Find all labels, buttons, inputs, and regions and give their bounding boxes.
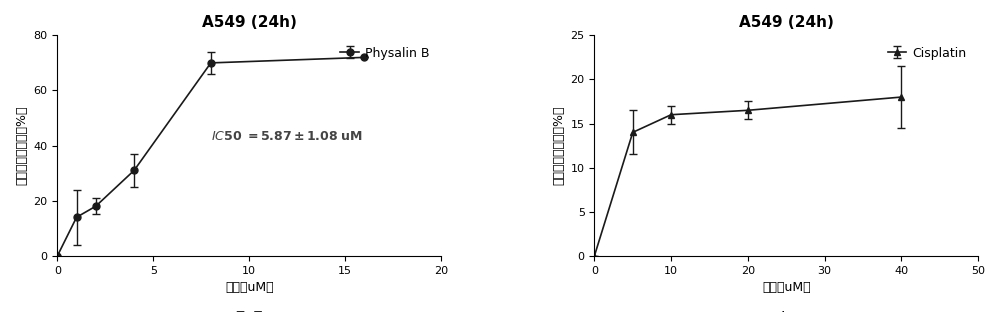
Text: $\it{IC}$$\bf{50}$ $\bf{= 5.87 \pm 1.08}$ $\bf{uM}$: $\it{IC}$$\bf{50}$ $\bf{= 5.87 \pm 1.08}… [211, 130, 363, 143]
Y-axis label: 细胞生长抑制率（%）: 细胞生长抑制率（%） [15, 106, 28, 185]
Title: A549 (24h): A549 (24h) [202, 15, 297, 30]
Y-axis label: 细胞生长抑制率（%）: 细胞生长抑制率（%） [552, 106, 565, 185]
Legend: Cisplatin: Cisplatin [883, 41, 972, 65]
X-axis label: 浓度（uM）: 浓度（uM） [762, 281, 811, 294]
Title: A549 (24h): A549 (24h) [739, 15, 834, 30]
Legend: Physalin B: Physalin B [335, 41, 435, 65]
X-axis label: 浓度（uM）: 浓度（uM） [225, 281, 274, 294]
Text: （b）: （b） [772, 310, 800, 312]
Text: （a）: （a） [235, 310, 263, 312]
